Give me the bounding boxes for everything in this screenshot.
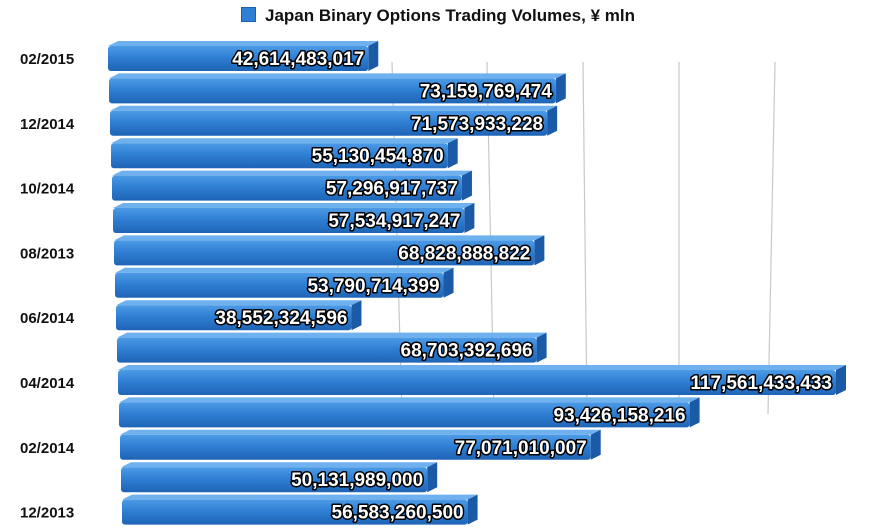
bar-14: 56,583,260,500 [122, 494, 478, 525]
bar-end-face [427, 462, 438, 493]
bar-top-face [119, 397, 700, 403]
category-label: 08/2013 [20, 245, 74, 262]
bar-top-face [109, 73, 566, 79]
bar-top-face [114, 235, 545, 241]
bar-end-face [461, 170, 472, 201]
bar-end-face [534, 235, 545, 266]
category-label: 12/2013 [20, 505, 74, 522]
data-label: 77,071,010,007 [455, 438, 587, 459]
bar-front [116, 305, 352, 331]
bar-top-face [122, 494, 478, 500]
bar-top-face [108, 41, 379, 46]
gridline [767, 61, 776, 415]
category-label: 04/2014 [20, 375, 75, 392]
bar-4: 57,296,917,737 [112, 170, 472, 201]
bar-end-face [536, 332, 547, 363]
bar-top-face [118, 365, 846, 370]
data-label: 42,614,483,017 [232, 49, 364, 70]
data-label: 117,561,433,433 [690, 373, 832, 394]
bar-front [118, 370, 836, 395]
bar-front [119, 402, 690, 428]
bar-12: 77,071,010,007 [120, 429, 601, 460]
data-label: 53,790,714,399 [307, 276, 439, 297]
data-label: 73,159,769,474 [420, 81, 553, 102]
bar-0: 42,614,483,017 [108, 41, 379, 72]
bar-front [111, 143, 448, 169]
bar-front [122, 499, 468, 525]
data-label: 68,828,888,822 [398, 243, 530, 264]
bar-end-face [689, 397, 700, 428]
bar-9: 68,703,392,696 [117, 332, 547, 363]
bar-7: 53,790,714,399 [115, 267, 454, 298]
data-label: 57,296,917,737 [326, 179, 458, 200]
bar-front [112, 175, 462, 201]
bar-end-face [464, 203, 475, 233]
legend-swatch [241, 7, 256, 22]
bar-end-face [590, 429, 601, 460]
data-label: 38,552,324,596 [215, 308, 347, 329]
bar-front [109, 78, 556, 104]
bar-top-face [116, 300, 362, 306]
bar-6: 68,828,888,822 [114, 235, 545, 266]
category-label: 02/2015 [20, 51, 74, 68]
bar-front [117, 337, 537, 363]
bar-top-face [110, 105, 558, 111]
bar-top-face [120, 429, 601, 435]
bar-11: 93,426,158,216 [119, 397, 700, 428]
bar-top-face [121, 462, 438, 468]
data-label: 68,703,392,696 [401, 341, 533, 362]
bar-5: 57,534,917,247 [113, 203, 475, 234]
category-label: 06/2014 [20, 310, 75, 327]
bar-end-face [836, 365, 846, 395]
bar-top-face [117, 332, 547, 338]
bar-top-face [113, 203, 475, 208]
data-label: 50,131,989,000 [291, 470, 423, 491]
category-label: 10/2014 [20, 181, 75, 198]
bar-end-face [547, 105, 558, 136]
chart-title: Japan Binary Options Trading Volumes, ¥ … [265, 6, 635, 25]
bar-end-face [467, 494, 478, 525]
bar-front [115, 272, 444, 298]
bar-front [114, 240, 535, 266]
bar-front [110, 110, 548, 136]
gridline [582, 61, 588, 415]
bar-front [108, 46, 369, 71]
bar-front [121, 467, 428, 493]
chart-legend: Japan Binary Options Trading Volumes, ¥ … [0, 6, 876, 26]
data-label: 56,583,260,500 [332, 503, 464, 524]
bar-top-face [112, 170, 472, 176]
data-label: 71,573,933,228 [411, 114, 543, 135]
bar-front [120, 434, 591, 460]
data-label: 93,426,158,216 [554, 405, 686, 426]
bar-front [113, 208, 465, 233]
bar-13: 50,131,989,000 [121, 462, 438, 493]
data-label: 55,130,454,870 [312, 146, 444, 167]
bar-8: 38,552,324,596 [116, 300, 362, 331]
bar-2: 71,573,933,228 [110, 105, 558, 136]
bar-end-face [351, 300, 362, 331]
category-label: 02/2014 [20, 440, 75, 457]
bar-top-face [111, 138, 458, 144]
category-label: 12/2014 [20, 116, 75, 133]
bar-end-face [368, 41, 379, 71]
bar-3: 55,130,454,870 [111, 138, 458, 169]
bar-10: 117,561,433,433 [118, 365, 846, 396]
bar-top-face [115, 267, 454, 273]
data-label: 57,534,917,247 [328, 211, 460, 232]
bar-end-face [555, 73, 566, 104]
bar-end-face [443, 267, 454, 298]
bar-1: 73,159,769,474 [109, 73, 566, 104]
bar-end-face [447, 138, 458, 169]
